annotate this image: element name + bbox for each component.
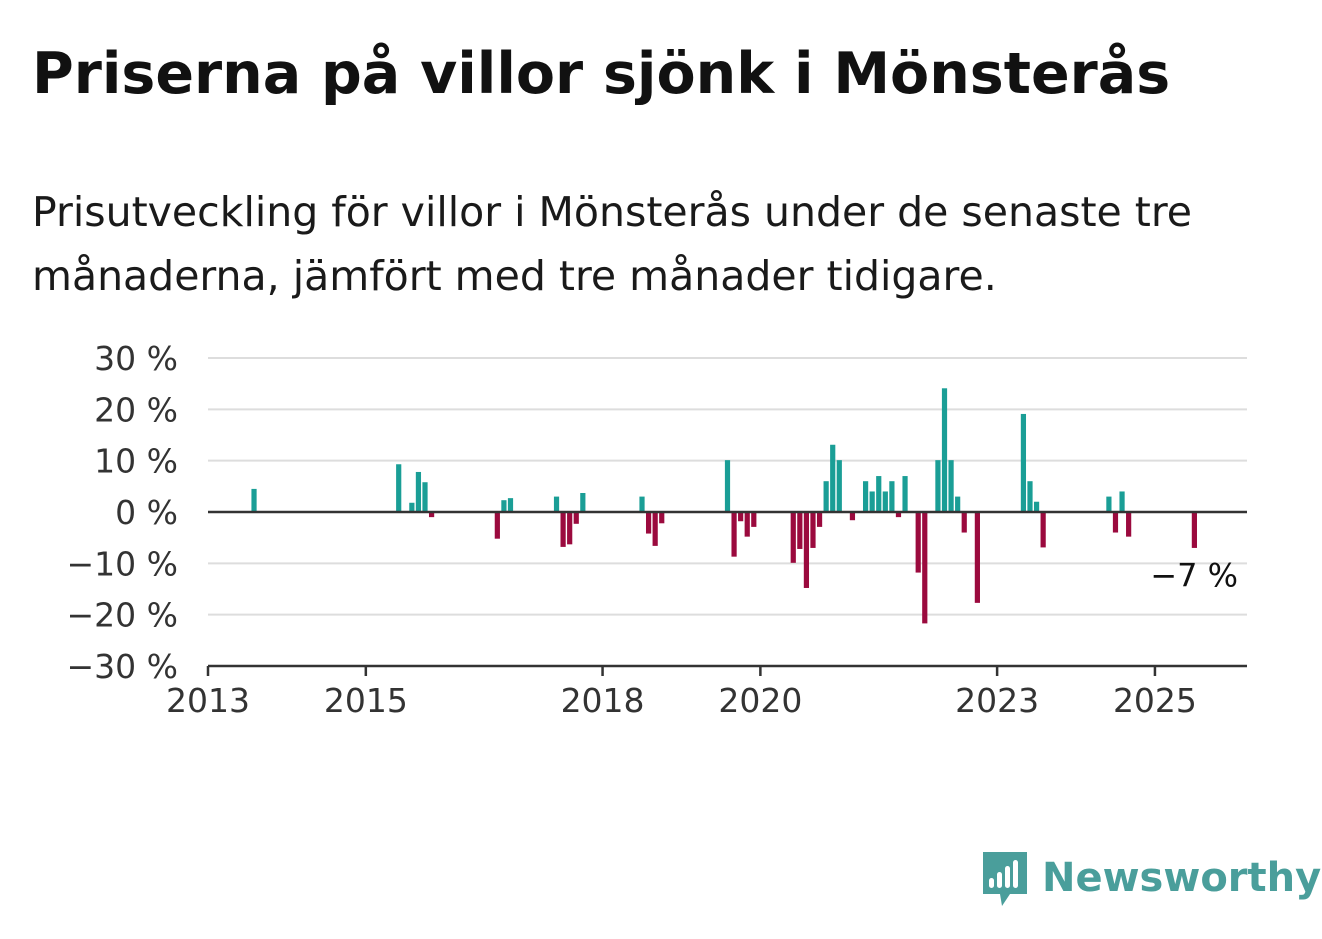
bar [428,512,435,518]
y-tick-label: 20 % [94,390,178,429]
bar [251,488,257,512]
chart-title: Priserna på villor sjönk i Mönsterås [32,41,1171,107]
bar [1020,413,1027,512]
brand-name: Newsworthy [1042,855,1322,901]
bar [961,512,967,533]
bar [501,500,507,512]
bar [507,498,514,512]
bar [553,496,560,512]
bar [869,491,875,512]
bar [955,496,961,512]
bar [935,460,941,512]
bar [836,460,842,512]
y-tick-label: 0 % [115,493,178,532]
bar [810,512,816,548]
x-tick-label: 2018 [561,681,645,720]
y-tick-label: −30 % [67,647,179,686]
bar [862,481,869,512]
bar [744,512,750,537]
last-value-label: −7 % [1150,556,1238,594]
bar [724,460,731,512]
bar [1112,512,1119,533]
bar [902,476,908,512]
x-tick-label: 2023 [955,681,1039,720]
newsworthy-logo-icon [983,852,1027,906]
bar [573,512,579,524]
bar [948,460,954,512]
x-tick-label: 2015 [324,681,408,720]
bar [922,512,928,624]
axes [206,510,1247,676]
bar [645,512,652,534]
bar [567,512,573,545]
y-tick-label: 30 % [94,339,178,378]
bar [494,512,500,539]
bar [639,496,645,512]
bar-chart: 30 % 20 % 10 % 0 % −10 % −20 % −30 %2013 2015 20… [67,339,1247,720]
chart-subtitle: Prisutveckling för villor i Mönsterås un… [32,188,1193,300]
bars [251,388,1197,624]
bar [882,491,888,512]
bar [738,512,744,522]
bar [803,512,810,588]
bar [790,512,796,563]
bar [652,512,658,546]
y-tick-label: −20 % [67,596,179,635]
x-tick-label: 2025 [1113,681,1197,720]
bar [823,481,829,512]
bar [1027,481,1033,512]
bar [816,512,823,527]
bar [1106,496,1112,512]
bar [580,493,586,512]
bar [1191,512,1197,548]
bar [1126,512,1132,537]
newsworthy-brand[interactable]: Newsworthy [980,848,1321,908]
bar [849,512,856,521]
bar [941,388,948,512]
bar [876,476,882,512]
bar [895,512,902,518]
bar [830,444,836,512]
bar [415,471,422,512]
bar [797,512,803,549]
bar [422,482,428,512]
bar [731,512,737,557]
bar [409,502,415,512]
bar [915,512,921,573]
bar [659,512,665,524]
bar [1119,491,1125,512]
bar [396,464,402,512]
labels: 30 % 20 % 10 % 0 % −10 % −20 % −30 %2013 2015 20… [67,339,1239,720]
x-tick-label: 2020 [718,681,802,720]
bar [889,481,895,512]
bar [1033,501,1040,512]
bar [974,512,980,603]
bar [751,512,757,527]
bar [560,512,566,547]
y-tick-label: 10 % [94,442,178,481]
y-tick-label: −10 % [67,544,179,583]
x-tick-label: 2013 [166,681,250,720]
bar [1040,512,1046,548]
